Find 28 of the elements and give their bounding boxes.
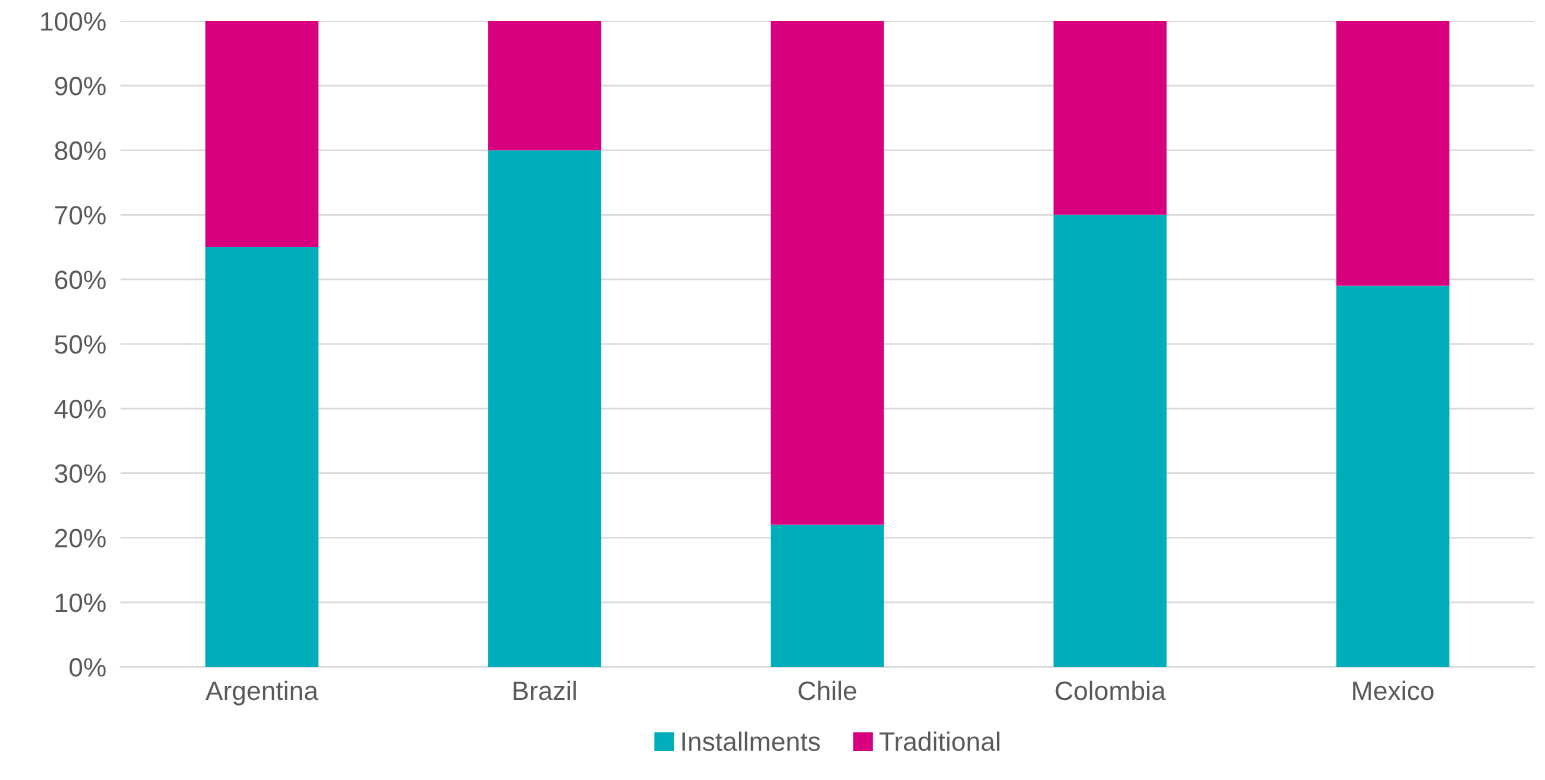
y-tick-label: 80% xyxy=(54,141,106,161)
y-tick-label: 90% xyxy=(55,76,106,96)
x-tick-label: Chile xyxy=(798,680,857,701)
y-tick-label: 40% xyxy=(54,399,106,419)
y-tick-label: 10% xyxy=(55,593,106,613)
bar xyxy=(1336,21,1450,286)
bar xyxy=(1053,21,1167,215)
y-tick-label: 70% xyxy=(55,205,106,225)
y-tick-label: 50% xyxy=(54,335,106,354)
y-tick-label: 20% xyxy=(55,528,106,548)
x-tick-label: Argentina xyxy=(205,680,319,706)
y-tick-label: 0% xyxy=(69,658,106,677)
legend-label: Installments xyxy=(682,731,820,751)
x-tick-label: Mexico xyxy=(1353,680,1434,701)
legend-label: Traditional xyxy=(879,731,1000,751)
x-tick-label: Colombia xyxy=(1055,680,1166,701)
bar xyxy=(205,247,319,667)
bar xyxy=(1336,285,1450,667)
bar xyxy=(770,524,884,667)
bar xyxy=(1053,214,1167,667)
y-tick-label: 100% xyxy=(41,12,106,31)
bar xyxy=(770,21,884,525)
bar xyxy=(488,150,602,667)
y-tick-label: 60% xyxy=(55,270,106,290)
bar xyxy=(205,21,319,248)
y-tick-label: 30% xyxy=(54,464,106,483)
bar xyxy=(488,21,602,151)
x-tick-label: Brazil xyxy=(513,680,576,701)
